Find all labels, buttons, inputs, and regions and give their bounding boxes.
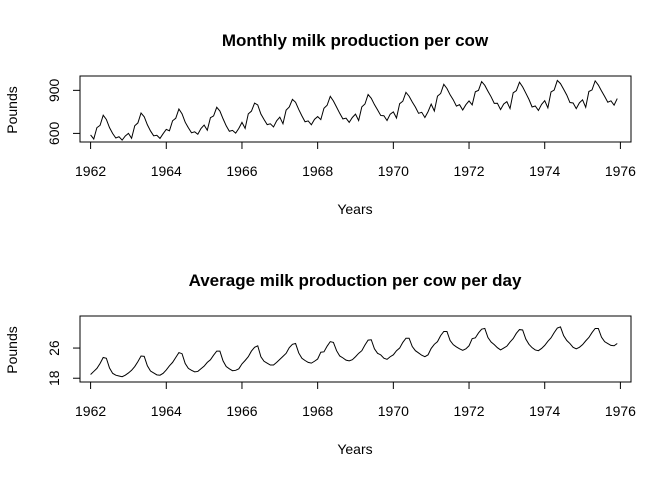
x-tick-label: 1976 [605, 163, 636, 179]
x-tick-label: 1964 [151, 163, 182, 179]
y-tick-label: 600 [46, 121, 62, 145]
x-tick-label: 1968 [302, 163, 333, 179]
y-axis-label: Pounds [4, 326, 20, 373]
series-line [90, 79, 618, 141]
x-axis-label: Years [337, 441, 372, 457]
y-tick-label: 18 [46, 370, 62, 386]
x-tick-label: 1974 [529, 403, 560, 419]
x-tick-label: 1970 [378, 403, 409, 419]
series-line [90, 326, 618, 378]
y-tick-label: 900 [46, 78, 62, 102]
x-tick-label: 1964 [151, 403, 182, 419]
x-tick-label: 1968 [302, 403, 333, 419]
y-axis-label: Pounds [4, 86, 20, 133]
x-tick-label: 1972 [453, 403, 484, 419]
chart-monthly-milk: Monthly milk production per cow Years Po… [4, 31, 636, 217]
x-tick-label: 1966 [226, 403, 257, 419]
plot-frame [79, 75, 632, 143]
chart-title: Monthly milk production per cow [222, 31, 489, 50]
x-tick-label: 1966 [226, 163, 257, 179]
x-tick-label: 1976 [605, 403, 636, 419]
y-tick-label: 26 [46, 340, 62, 356]
x-tick-label: 1974 [529, 163, 560, 179]
chart-title: Average milk production per cow per day [189, 271, 522, 290]
x-tick-label: 1962 [75, 403, 106, 419]
plot-frame [79, 315, 632, 383]
x-tick-label: 1972 [453, 163, 484, 179]
chart-daily-milk: Average milk production per cow per day … [4, 271, 636, 457]
x-tick-label: 1970 [378, 163, 409, 179]
x-tick-label: 1962 [75, 163, 106, 179]
x-axis-label: Years [337, 201, 372, 217]
